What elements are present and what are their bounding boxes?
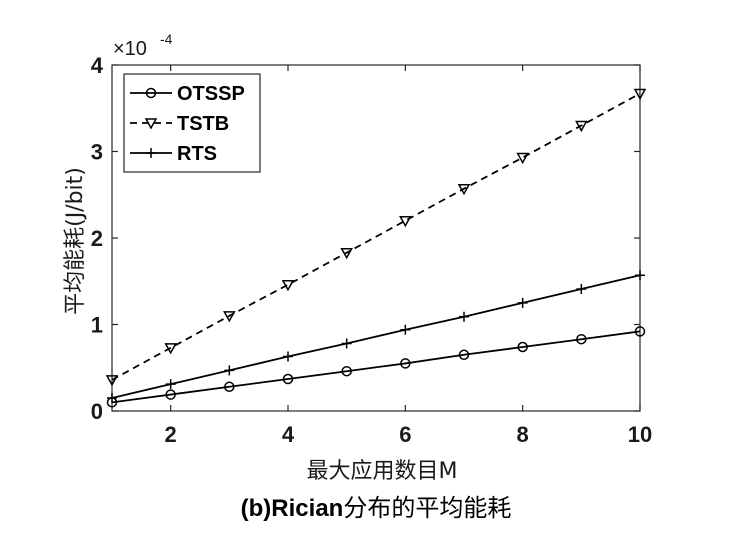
x-axis-label: 最大应用数目M (307, 459, 458, 484)
y-exponent: ×10 -4 (113, 31, 173, 60)
point-rts (283, 351, 293, 362)
point-tstb (164, 343, 177, 355)
point-tstb (105, 375, 119, 387)
y-exponent-power: -4 (160, 31, 173, 47)
point-rts (635, 270, 645, 281)
point-tstb (457, 183, 471, 196)
point-rts (517, 297, 528, 308)
point-rts (107, 393, 117, 404)
point-tstb (633, 88, 647, 101)
point-rts (459, 311, 469, 322)
legend-marker-otssp (145, 87, 157, 99)
point-rts (341, 338, 352, 349)
point-otssp (458, 349, 470, 361)
y-axis-label: 平均能耗(J/bit) (63, 167, 88, 315)
caption-suffix: 分布的平均能耗 (343, 494, 512, 522)
point-tstb (281, 279, 295, 292)
y-tick-label: 3 (91, 140, 103, 165)
point-otssp (224, 381, 235, 393)
x-tick-label: 10 (628, 422, 652, 447)
series-line-rts (111, 274, 641, 399)
y-tick-label: 2 (91, 226, 103, 251)
point-otssp (400, 358, 411, 369)
y-tick-label: 0 (91, 399, 103, 424)
point-rts (576, 284, 587, 295)
point-rts (165, 379, 176, 390)
caption-prefix: (b)Rician (240, 495, 344, 522)
point-rts (224, 365, 235, 376)
series-line-otssp (111, 330, 641, 404)
point-otssp (165, 389, 176, 400)
point-otssp (282, 373, 294, 385)
point-otssp (634, 326, 646, 337)
chart: 2 4 6 8 10 0 1 2 3 4 OTSSP TSTB RTS 平均能耗(J/bit) 最大应用… (63, 31, 652, 484)
point-rts (400, 324, 411, 335)
x-tick-label: 8 (517, 422, 529, 447)
y-exponent-base: ×10 (113, 38, 147, 60)
y-tick-label: 1 (91, 313, 103, 338)
y-tick-label: 4 (91, 53, 104, 78)
point-tstb (516, 152, 529, 165)
point-tstb (223, 311, 236, 323)
point-otssp (517, 341, 528, 353)
point-tstb (575, 120, 588, 133)
point-otssp (341, 365, 352, 377)
point-tstb (399, 215, 412, 228)
point-tstb (340, 247, 353, 260)
legend-label-rts: RTS (177, 143, 217, 165)
x-tick-label: 4 (282, 422, 295, 447)
legend-label-tstb: TSTB (177, 113, 229, 135)
legend-marker-rts (146, 148, 156, 158)
x-tick-label: 6 (399, 422, 411, 447)
legend-marker-tstb (144, 118, 158, 130)
legend-label-otssp: OTSSP (177, 83, 245, 105)
point-otssp (576, 333, 587, 345)
figure-caption: (b)Rician分布的平均能耗 (0, 488, 752, 523)
series-line-tstb (111, 92, 641, 381)
x-tick-label: 2 (165, 422, 177, 447)
